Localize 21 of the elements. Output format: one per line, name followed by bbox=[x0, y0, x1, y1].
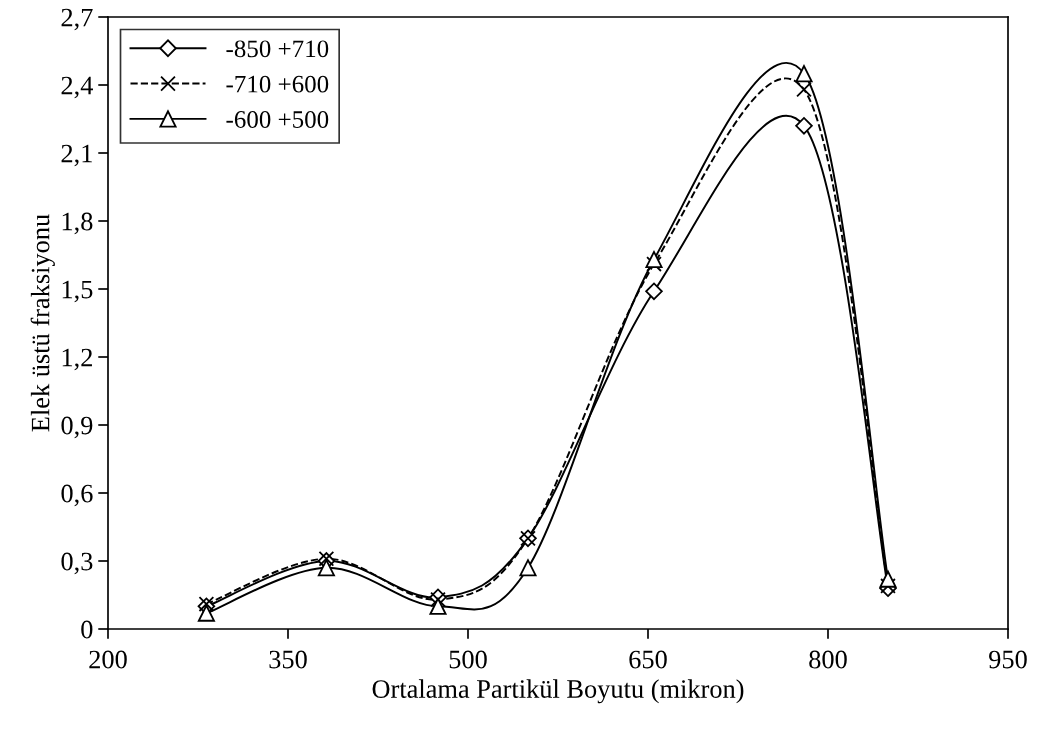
x-axis-title: Ortalama Partikül Boyutu (mikron) bbox=[372, 679, 744, 704]
x-tick-label: 200 bbox=[89, 650, 127, 669]
y-tick-label: 2,7 bbox=[61, 8, 93, 31]
y-tick-label: 0 bbox=[81, 620, 93, 639]
legend-label: -710 +600 bbox=[226, 75, 329, 93]
y-tick-label: 0,6 bbox=[61, 484, 93, 507]
y-axis-title: Elek üstü fraksiyonu bbox=[30, 214, 55, 432]
x-tick-label: 800 bbox=[809, 650, 847, 669]
y-tick-label: 0,3 bbox=[61, 552, 93, 575]
x-tick-label: 650 bbox=[629, 650, 667, 669]
y-tick-label: 1,8 bbox=[62, 212, 93, 235]
x-tick-label: 950 bbox=[989, 650, 1027, 669]
y-tick-label: 0,9 bbox=[61, 416, 93, 439]
legend-label: -600 +500 bbox=[226, 111, 329, 128]
x-tick-label: 500 bbox=[449, 650, 487, 669]
x-tick-label: 350 bbox=[269, 650, 307, 669]
y-tick-label: 2,4 bbox=[61, 76, 93, 99]
y-tick-label: 1,2 bbox=[62, 348, 92, 371]
y-tick-label: 1,5 bbox=[62, 280, 93, 303]
legend-label: -850 +710 bbox=[226, 40, 329, 58]
y-tick-label: 2,1 bbox=[61, 144, 92, 167]
